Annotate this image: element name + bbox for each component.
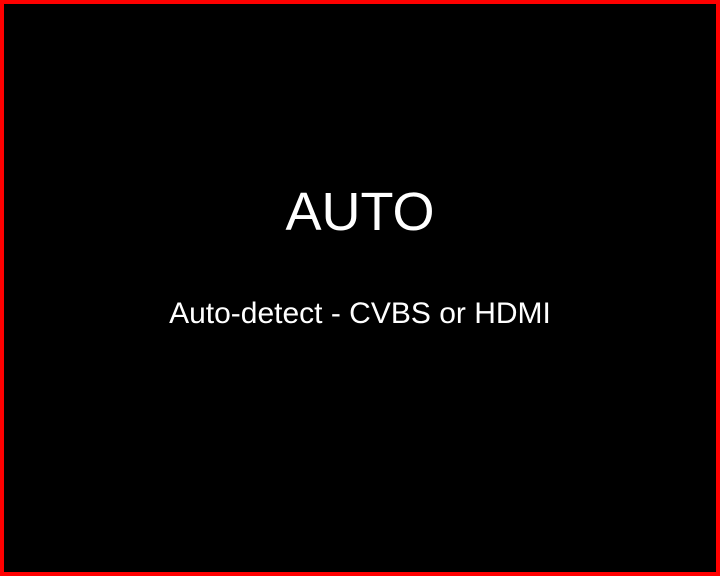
- mode-description: Auto-detect - CVBS or HDMI: [169, 297, 551, 330]
- mode-title: AUTO: [285, 182, 435, 242]
